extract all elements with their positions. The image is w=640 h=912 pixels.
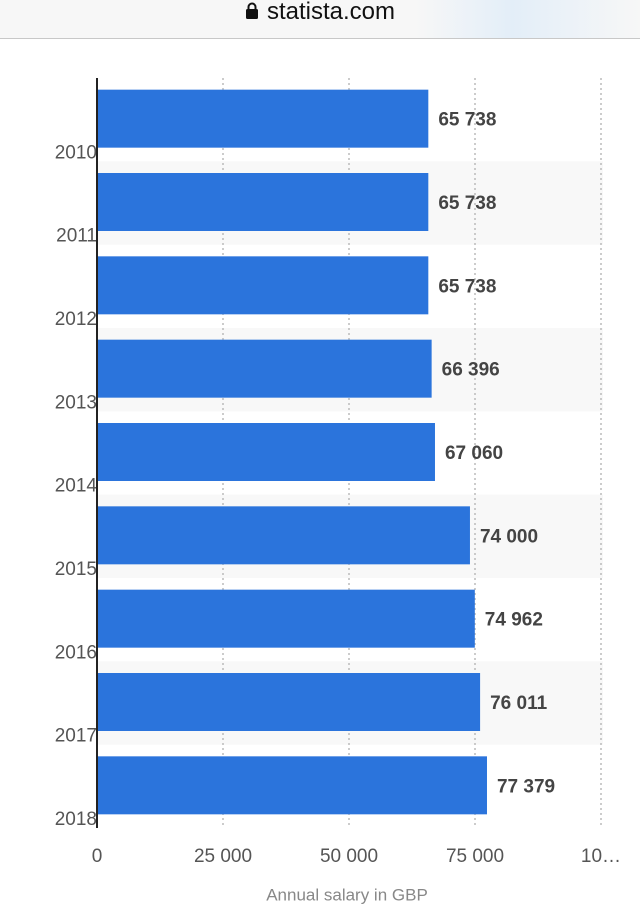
bar — [97, 173, 429, 231]
y-tick-label: 2017 — [55, 726, 97, 747]
bar — [97, 89, 429, 148]
bar — [97, 423, 435, 481]
value-label: 66 396 — [442, 360, 500, 381]
x-tick-label: 75 000 — [446, 846, 504, 867]
value-label: 67 060 — [445, 443, 503, 464]
y-tick-label: 2011 — [56, 226, 97, 247]
address[interactable]: statista.com — [0, 0, 640, 24]
value-label: 65 738 — [438, 276, 496, 297]
x-axis-title: Annual salary in GBP — [266, 885, 428, 904]
y-tick-label: 2014 — [55, 476, 98, 497]
x-tick-label: 50 000 — [320, 846, 378, 867]
y-tick-label: 2012 — [55, 309, 97, 330]
x-tick-label: 25 000 — [194, 846, 252, 867]
browser-bar: statista.com — [0, 0, 640, 39]
y-tick-label: 2013 — [55, 392, 97, 413]
bar — [97, 506, 470, 565]
bar — [97, 673, 481, 731]
value-label: 65 738 — [438, 193, 496, 214]
value-label: 77 379 — [497, 776, 555, 797]
y-tick-label: 2015 — [55, 559, 97, 580]
bar — [97, 339, 432, 398]
bar — [97, 256, 429, 315]
url-text: statista.com — [266, 0, 396, 25]
bar — [97, 756, 487, 815]
x-tick-label: 10… — [581, 846, 621, 867]
value-label: 74 000 — [480, 526, 538, 547]
y-tick-label: 2016 — [55, 642, 97, 663]
x-tick-label: 0 — [92, 846, 103, 867]
lock-icon — [245, 2, 258, 19]
value-label: 74 962 — [485, 610, 543, 631]
value-label: 76 011 — [490, 693, 547, 714]
y-tick-label: 2018 — [55, 809, 97, 830]
value-label: 65 738 — [438, 110, 496, 131]
y-tick-label: 2010 — [55, 142, 97, 163]
bar — [97, 589, 475, 648]
